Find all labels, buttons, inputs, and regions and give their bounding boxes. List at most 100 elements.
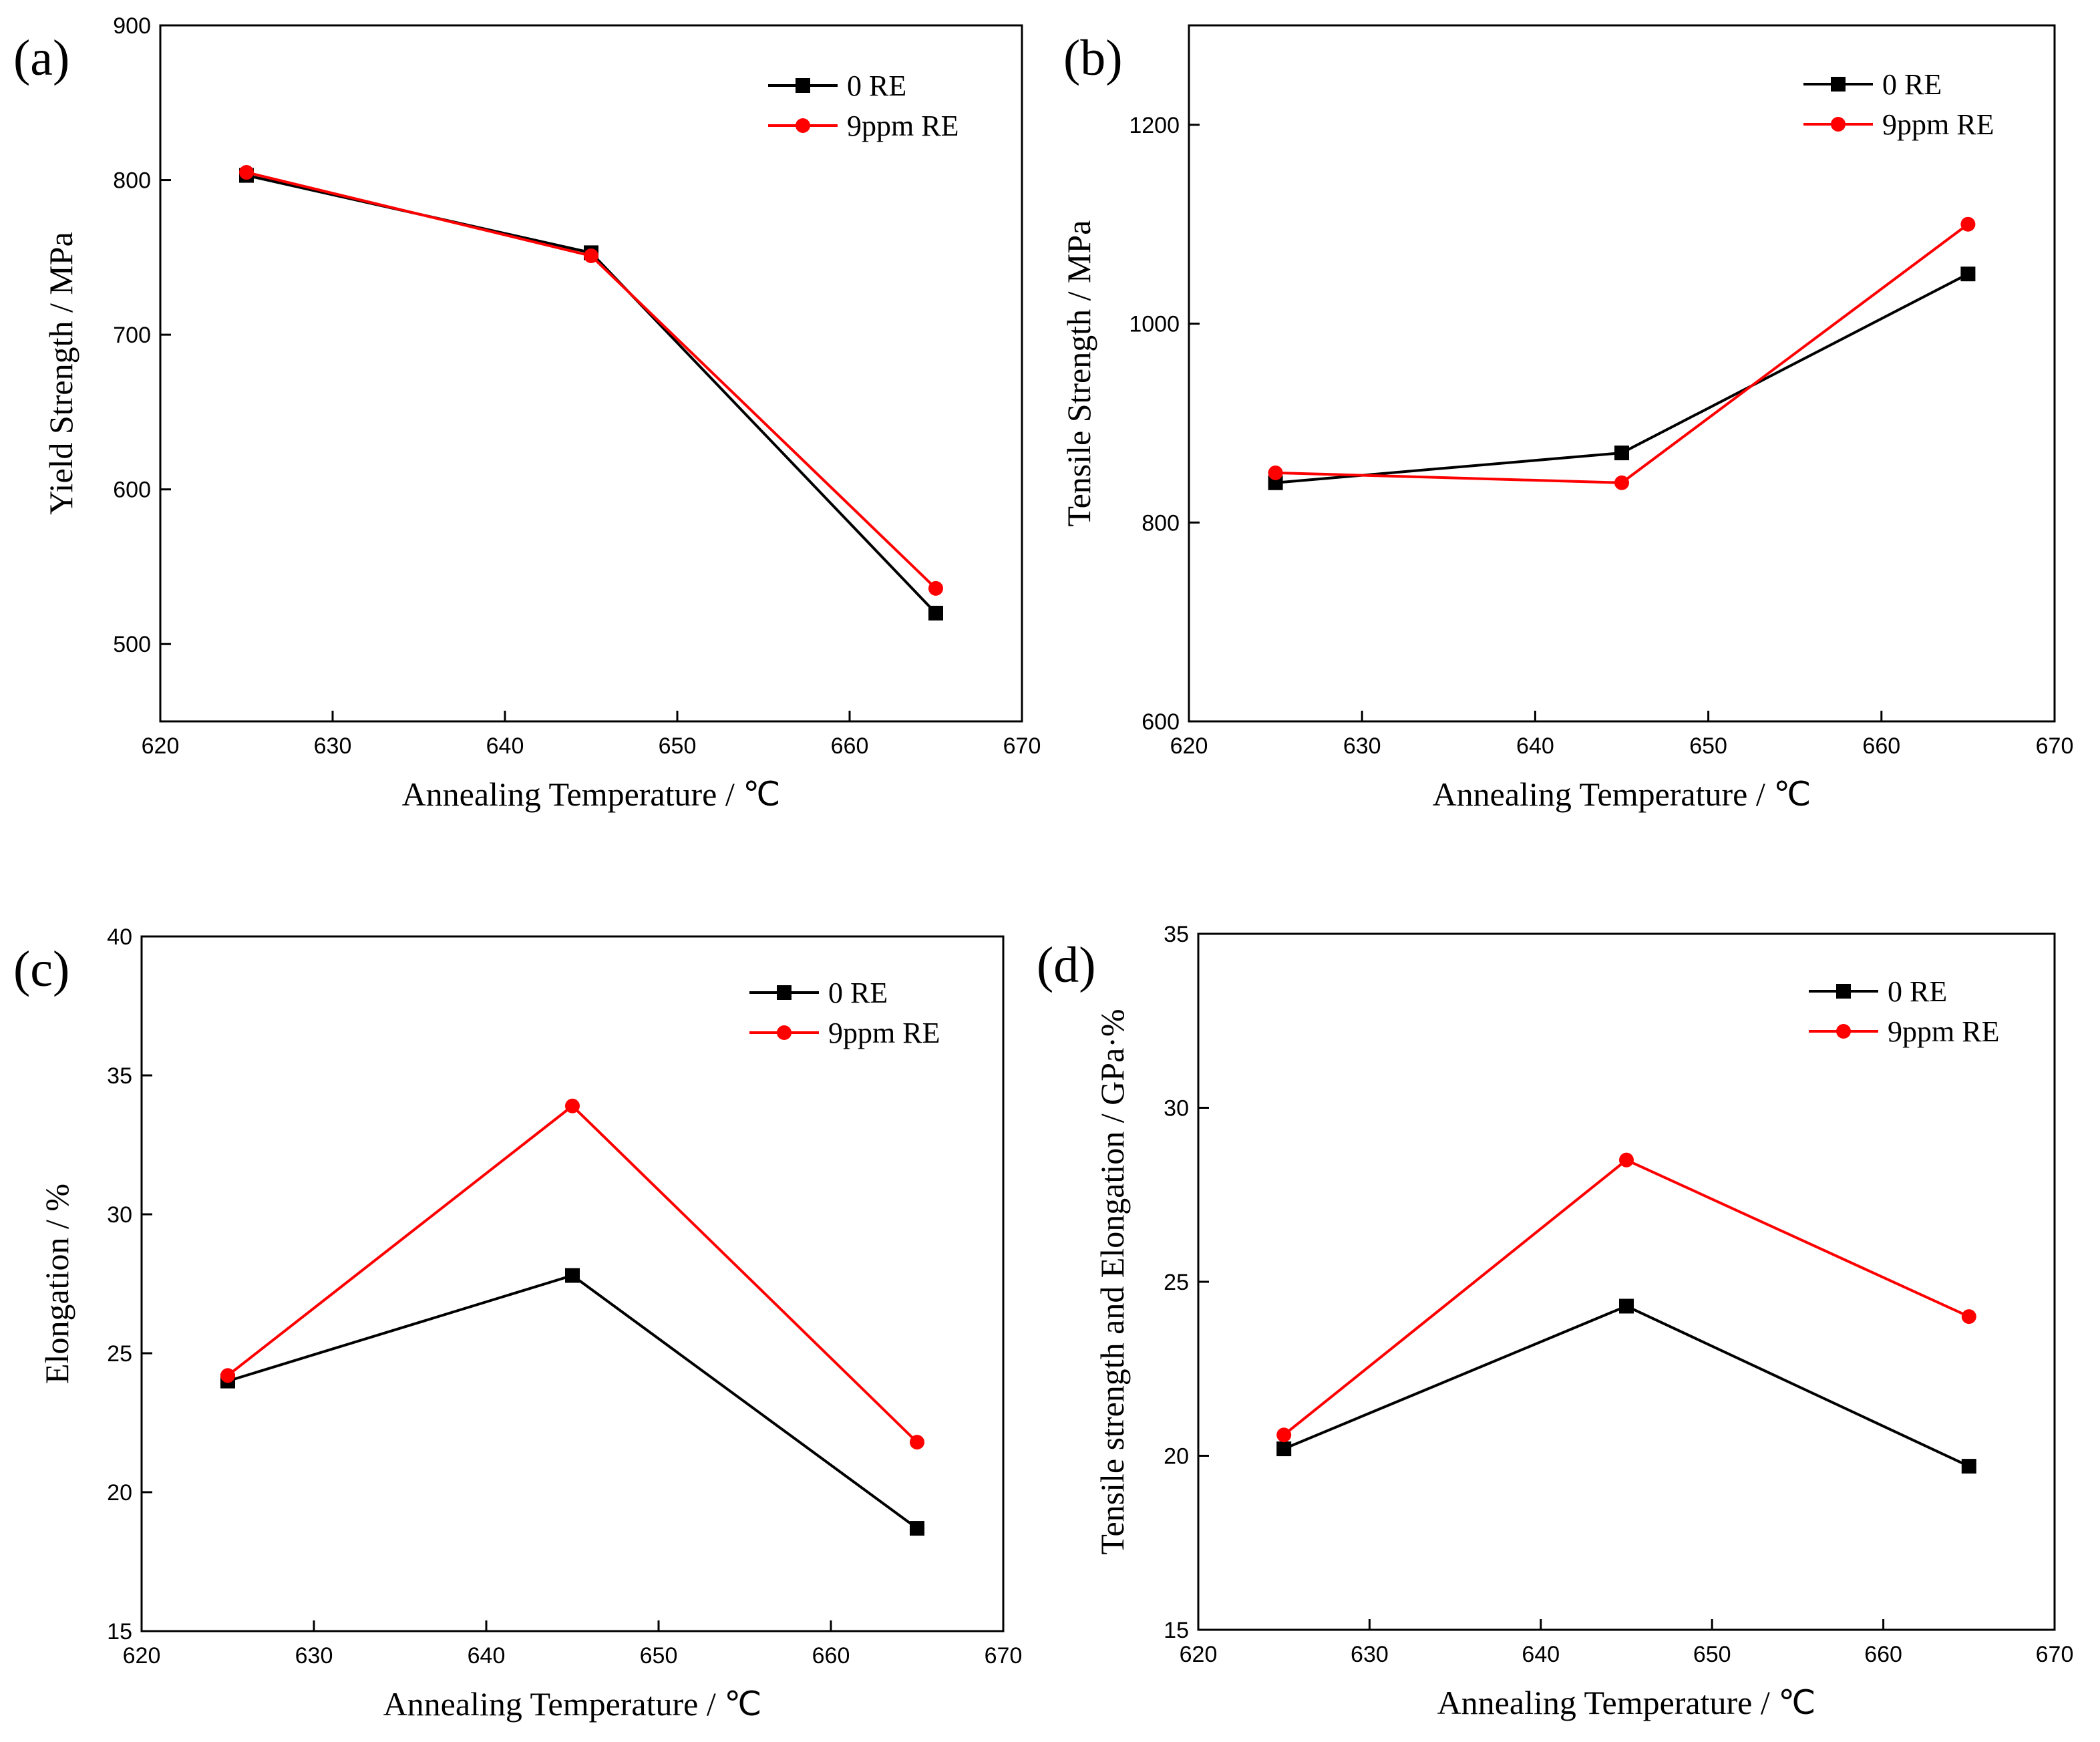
y-tick-label-b-1200: 1200 [1129,113,1180,138]
x-tick-label-a-670: 670 [1003,733,1041,759]
legend-label-a-1: 9ppm RE [847,110,958,142]
y-tick-label-a-800: 800 [113,168,151,194]
x-axis-title-a: Annealing Temperature / ℃ [402,775,781,813]
data-point-c-0-2 [910,1521,924,1536]
y-tick-label-c-40: 40 [107,924,132,950]
legend-label-b-0: 0 RE [1882,68,1942,101]
data-point-b-0-2 [1960,267,1976,282]
legend-label-c-0: 0 RE [828,977,888,1009]
y-tick-label-b-600: 600 [1142,709,1180,735]
y-tick-label-c-35: 35 [107,1063,132,1089]
y-tick-label-c-25: 25 [107,1341,132,1367]
data-point-c-0-1 [565,1268,580,1283]
y-tick-label-d-25: 25 [1164,1270,1189,1295]
series-c-1 [220,1098,924,1450]
legend-marker-d-0 [1836,984,1851,999]
y-tick-label-a-700: 700 [113,323,151,348]
series-line-b-1 [1275,223,1969,484]
y-tick-label-d-35: 35 [1164,922,1189,947]
x-tick-label-b-660: 660 [1862,733,1900,759]
series-a-0 [239,168,943,621]
series-b-0 [1268,267,1976,490]
x-tick-label-d-630: 630 [1351,1642,1389,1667]
data-point-b-0-1 [1614,446,1629,461]
x-tick-label-c-670: 670 [985,1643,1023,1669]
data-point-c-1-0 [220,1368,235,1383]
series-line-c-0 [227,1274,918,1530]
x-tick-label-a-640: 640 [486,733,524,759]
series-a-1 [239,164,943,596]
plot-frame-a [159,24,1023,723]
data-point-d-1-0 [1276,1427,1292,1443]
x-tick-label-c-630: 630 [295,1643,333,1669]
plot-frame-c [140,935,1005,1632]
x-tick-label-b-630: 630 [1343,733,1381,759]
data-point-a-1-0 [239,164,254,180]
legend-label-d-1: 9ppm RE [1888,1015,1999,1048]
data-point-a-0-2 [928,605,943,621]
panel-label-d: (d) [1037,937,1096,993]
x-tick-label-c-640: 640 [468,1643,506,1669]
data-point-d-0-1 [1619,1298,1634,1314]
legend-d: 0 RE 9ppm RE [1809,975,1999,1048]
series-b-1 [1268,216,1976,490]
x-tick-label-b-640: 640 [1516,733,1554,759]
y-axis-title-d: Tensile strength and Elongation / GPa·% [1093,1009,1131,1554]
x-tick-label-a-660: 660 [831,733,869,759]
y-tick-label-d-20: 20 [1164,1444,1189,1469]
data-point-d-1-1 [1619,1152,1634,1168]
panel-b: 620 630 640 650 660 670 600 800 1000 1200 Annealin… [1060,24,2074,813]
x-tick-label-d-670: 670 [2036,1642,2074,1667]
legend-label-c-1: 9ppm RE [828,1017,940,1049]
y-tick-label-d-30: 30 [1164,1096,1189,1121]
legend-marker-b-0 [1831,77,1846,92]
x-tick-label-a-630: 630 [314,733,352,759]
data-point-b-1-0 [1268,465,1283,480]
data-point-d-0-2 [1961,1459,1976,1474]
y-axis-title-c: Elongation / % [38,1184,75,1384]
x-tick-label-b-650: 650 [1689,733,1727,759]
legend-label-d-0: 0 RE [1888,975,1947,1008]
y-tick-label-b-800: 800 [1142,510,1180,536]
legend-marker-a-0 [796,78,810,93]
data-point-d-1-2 [1961,1309,1976,1325]
panel-label-b: (b) [1063,30,1123,86]
panel-d: 620 630 640 650 660 670 15 20 25 30 35 Annealing Te… [1037,922,2073,1721]
y-tick-label-a-900: 900 [113,13,151,39]
series-line-a-1 [246,171,937,590]
y-tick-label-c-15: 15 [107,1619,132,1644]
panel-label-a: (a) [13,30,69,86]
x-axis-title-b: Annealing Temperature / ℃ [1433,775,1811,813]
legend-marker-c-1 [777,1025,792,1040]
x-tick-label-c-660: 660 [812,1643,850,1669]
y-tick-label-a-500: 500 [113,632,151,657]
plot-frame-b [1188,24,2056,723]
y-tick-label-d-15: 15 [1164,1618,1189,1643]
x-tick-label-a-620: 620 [142,733,180,759]
series-line-d-1 [1282,1158,1970,1436]
panel-a: 620 630 640 650 660 670 500 600 700 800 900 Anneali… [13,13,1041,813]
series-line-d-0 [1283,1304,1970,1467]
x-tick-label-b-620: 620 [1170,733,1208,759]
x-tick-label-d-620: 620 [1180,1642,1218,1667]
data-point-b-1-1 [1614,475,1629,490]
data-point-c-1-2 [910,1435,924,1450]
x-tick-label-d-640: 640 [1522,1642,1560,1667]
legend-label-a-0: 0 RE [847,69,906,102]
y-tick-label-c-20: 20 [107,1480,132,1506]
legend-label-b-1: 9ppm RE [1882,108,1994,141]
data-point-b-1-2 [1960,216,1976,232]
series-c-0 [220,1268,924,1536]
x-tick-label-d-660: 660 [1864,1642,1902,1667]
legend-b: 0 RE 9ppm RE [1803,68,1994,141]
legend-marker-a-1 [796,118,810,133]
x-tick-label-b-670: 670 [2036,733,2074,759]
x-tick-label-c-650: 650 [640,1643,678,1669]
panel-c: 620 630 640 650 660 670 15 20 25 30 35 40 Annealing … [13,924,1022,1723]
legend-c: 0 RE 9ppm RE [749,977,940,1049]
y-tick-label-a-600: 600 [113,478,151,503]
x-tick-label-a-650: 650 [659,733,697,759]
y-tick-label-c-30: 30 [107,1202,132,1228]
panel-label-c: (c) [13,941,69,997]
